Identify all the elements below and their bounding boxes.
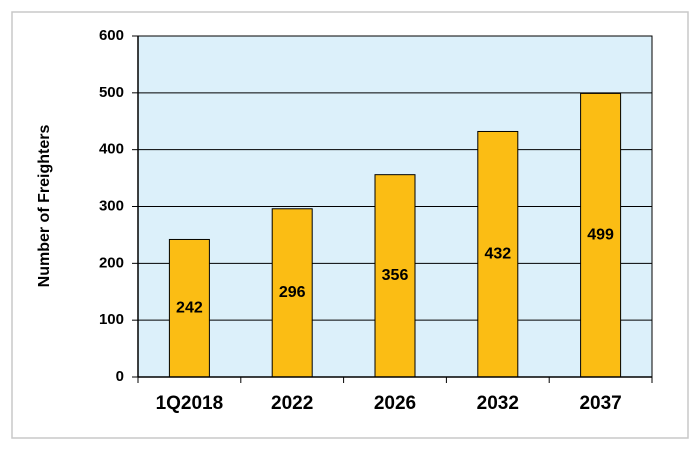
value-label: 499 [587, 226, 614, 243]
bar [271, 208, 313, 378]
y-tick-label: 500 [99, 84, 124, 101]
value-label: 356 [382, 267, 409, 284]
y-tick-label: 400 [99, 141, 124, 158]
bar [168, 238, 210, 378]
x-tick-label: 2037 [579, 393, 621, 414]
value-label: 242 [176, 299, 203, 316]
y-tick-label: 300 [99, 197, 124, 214]
x-tick-label: 2022 [271, 393, 313, 414]
y-axis-label: Number of Freighters [36, 125, 53, 288]
value-label: 296 [279, 284, 306, 301]
x-tick-label: 1Q2018 [156, 393, 224, 414]
bar [580, 92, 622, 378]
y-tick-label: 200 [99, 254, 124, 271]
x-tick-label: 2032 [477, 393, 519, 414]
x-tick-label: 2026 [374, 393, 416, 414]
y-tick-label: 100 [99, 311, 124, 328]
y-tick-label: 600 [99, 27, 124, 44]
value-label: 432 [484, 245, 511, 262]
bar [374, 174, 416, 378]
y-tick-label: 0 [116, 368, 124, 385]
